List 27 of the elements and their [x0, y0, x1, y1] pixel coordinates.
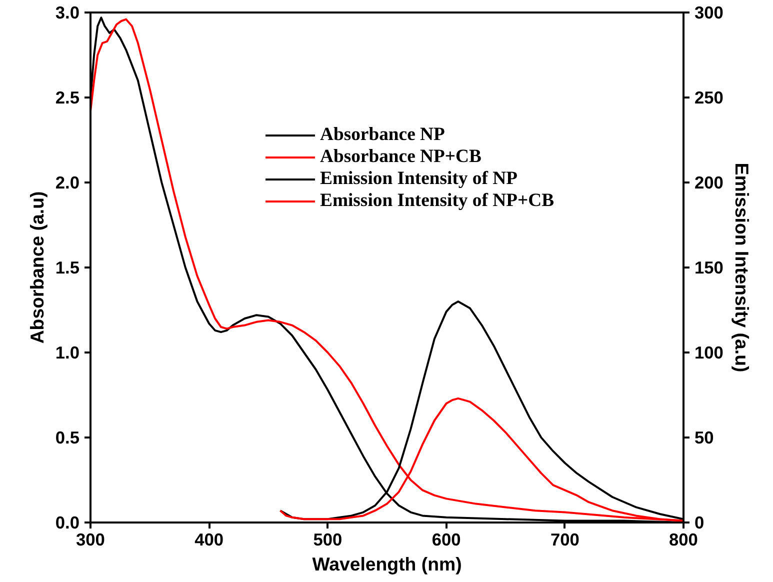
y-tick-label: 2.0 — [55, 172, 80, 192]
y-tick-label: 1.5 — [55, 258, 80, 278]
x-tick-label: 500 — [313, 530, 342, 550]
y-tick-label: 2.5 — [55, 88, 80, 108]
x-axis-title: Wavelength (nm) — [312, 554, 462, 574]
legend-label: Absorbance NP — [320, 124, 445, 146]
y2-tick-label: 200 — [694, 172, 724, 192]
y2-tick-label: 250 — [694, 88, 724, 108]
y2-tick-label: 0 — [694, 512, 704, 532]
x-tick-label: 700 — [550, 530, 580, 550]
y-tick-label: 1.0 — [55, 342, 80, 362]
x-tick-label: 600 — [432, 530, 461, 550]
y2-axis-title: Emission Intensity (a.u) — [731, 162, 752, 372]
x-tick-label: 300 — [76, 530, 105, 550]
legend-label: Absorbance NP+CB — [320, 146, 482, 168]
x-tick-label: 400 — [194, 530, 224, 550]
y2-tick-label: 150 — [694, 258, 724, 278]
y-tick-label: 0.5 — [55, 428, 80, 448]
y2-tick-label: 100 — [694, 342, 724, 362]
legend-label: Emission Intensity of NP+CB — [320, 190, 554, 212]
y-tick-label: 0.0 — [55, 512, 80, 532]
y2-tick-label: 50 — [694, 428, 714, 448]
y-tick-label: 3.0 — [55, 2, 80, 22]
x-tick-label: 800 — [669, 530, 698, 550]
y2-tick-label: 300 — [694, 2, 724, 22]
y-axis-title: Absorbance (a.u) — [26, 191, 48, 344]
legend-label: Emission Intensity of NP — [320, 168, 518, 190]
